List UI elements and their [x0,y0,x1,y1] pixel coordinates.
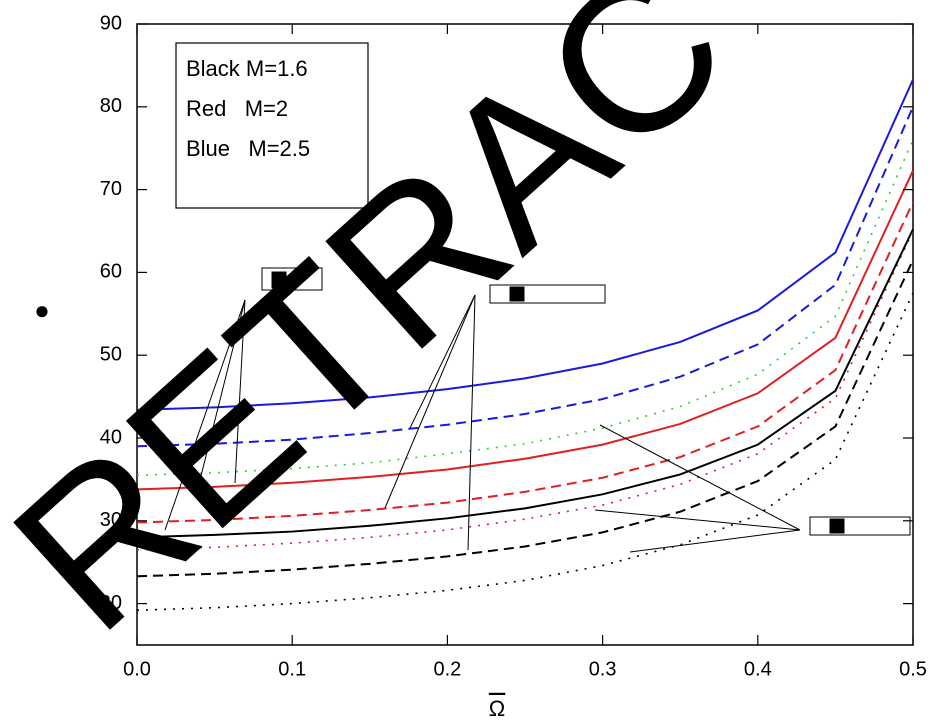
y-tick-label: 50 [100,343,122,365]
y-axis-label: ● [34,295,50,325]
x-tick-label: 0.2 [433,658,461,680]
x-axis-label: Ω [489,696,505,721]
series-line [136,259,914,578]
y-tick-label: 40 [100,426,122,448]
plot-frame [136,23,914,646]
legend-text: Red M=2 [186,96,288,121]
annotation-arrows [164,294,801,553]
x-tick-label: 0.5 [899,658,927,680]
legend-text: Blue M=2.5 [186,136,310,161]
series-line [136,79,914,411]
y-tick-label: 20 [100,592,122,614]
x-tick-label: 0.1 [278,658,306,680]
annotation-icons [261,267,911,536]
series-line [136,106,914,448]
y-tick-label: 30 [100,509,122,531]
legend-text: Black M=1.6 [186,56,308,81]
y-tick-label: 60 [100,261,122,283]
y-tick-label: 80 [100,95,122,117]
x-tick-label: 0.4 [744,658,772,680]
y-tick-label: 70 [100,178,122,200]
legend-box [175,42,369,209]
y-tick-label: 90 [100,12,122,34]
series-line [136,170,914,491]
x-tick-label: 0.3 [589,658,617,680]
x-tick-label: 0.0 [123,658,151,680]
series-line [136,228,914,539]
plot-content [136,79,914,612]
series-line [136,201,914,524]
